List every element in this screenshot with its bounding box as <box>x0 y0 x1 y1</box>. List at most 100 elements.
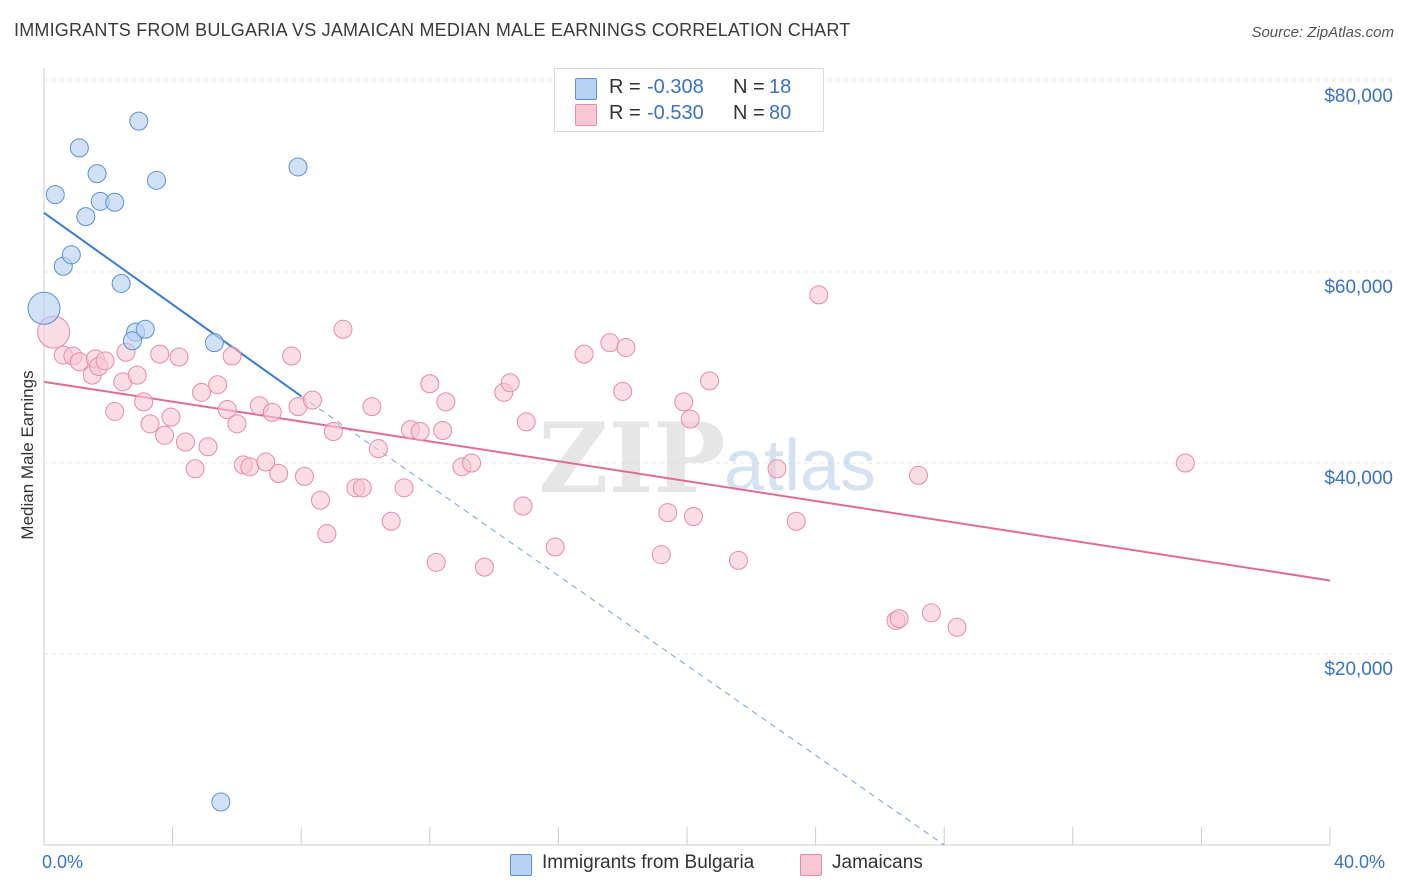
jamaicans-point <box>256 452 276 472</box>
jamaicans-point <box>651 545 671 565</box>
watermark: ZIP atlas <box>538 402 876 515</box>
y-axis-title: Median Male Earnings <box>18 370 37 540</box>
y-tick-label: $20,000 <box>1324 659 1393 680</box>
jamaicans-point <box>140 414 160 434</box>
jamaicans-point <box>161 407 181 427</box>
jamaicans-point <box>134 392 154 412</box>
jamaicans-point <box>889 609 909 629</box>
jamaicans-swatch <box>575 104 597 126</box>
jamaicans-point <box>683 506 703 526</box>
jamaicans-point <box>680 409 700 429</box>
jamaicans-point <box>908 465 928 485</box>
y-tick-label: $60,000 <box>1324 277 1393 298</box>
jamaicans-point <box>208 375 228 395</box>
bulgaria-point <box>76 207 96 227</box>
jamaicans-point <box>317 524 337 544</box>
jamaicans-point <box>516 412 536 432</box>
bulgaria-point <box>87 164 107 184</box>
axes <box>43 68 1331 846</box>
x-tick-label-max: 40.0% <box>1334 852 1386 872</box>
jamaicans-point <box>728 550 748 570</box>
x-tick-label-min: 0.0% <box>42 852 84 872</box>
y-tick-label: $40,000 <box>1324 468 1393 489</box>
bulgaria-point <box>135 319 155 339</box>
watermark-atlas: atlas <box>724 426 876 506</box>
jamaicans-point <box>155 425 175 445</box>
n-label: N = <box>733 102 765 124</box>
jamaicans-point <box>462 453 482 473</box>
bulgaria-swatch <box>510 854 532 876</box>
n-value: 80 <box>769 102 792 124</box>
jamaicans-point <box>420 374 440 394</box>
jamaicans-point <box>616 337 636 357</box>
bulgaria-point <box>211 792 231 812</box>
bulgaria-point <box>288 157 308 177</box>
jamaicans-point <box>169 347 189 367</box>
bulgaria-point <box>147 170 167 190</box>
jamaicans-point <box>222 346 242 366</box>
jamaicans-point <box>294 466 314 486</box>
n-label: N = <box>733 76 765 98</box>
jamaicans-point <box>921 603 941 623</box>
legend-label: Jamaicans <box>832 852 923 873</box>
bulgaria-trend-extension <box>300 395 945 846</box>
grid-lines <box>44 78 1392 655</box>
jamaicans-point <box>474 557 494 577</box>
bulgaria-point <box>27 291 61 325</box>
jamaicans-point <box>69 352 89 372</box>
jamaicans-point <box>426 552 446 572</box>
jamaicans-point <box>333 319 353 339</box>
jamaicans-point <box>1175 453 1195 473</box>
jamaicans-point <box>700 371 720 391</box>
jamaicans-point <box>127 365 147 385</box>
jamaicans-point <box>433 421 453 441</box>
legend-label: Immigrants from Bulgaria <box>542 852 755 873</box>
jamaicans-point <box>352 478 372 498</box>
jamaicans-point <box>185 459 205 479</box>
jamaicans-point <box>767 459 787 479</box>
chart-source: Source: ZipAtlas.com <box>1251 24 1394 41</box>
jamaicans-point <box>262 402 282 422</box>
bulgaria-points <box>27 111 308 812</box>
jamaicans-point <box>947 617 967 637</box>
jamaicans-point <box>613 381 633 401</box>
jamaicans-point <box>323 421 343 441</box>
jamaicans-swatch <box>800 854 822 876</box>
jamaicans-point <box>410 421 430 441</box>
bulgaria-point <box>111 273 131 293</box>
bulgaria-point <box>69 138 89 158</box>
jamaicans-point <box>368 439 388 459</box>
trend-lines <box>43 211 1331 846</box>
jamaicans-point <box>436 392 456 412</box>
bulgaria-point <box>122 331 142 351</box>
bulgaria-point <box>105 192 125 212</box>
n-value: 18 <box>769 76 792 98</box>
jamaicans-point <box>381 511 401 531</box>
jamaicans-point <box>574 344 594 364</box>
r-value: -0.530 <box>647 102 704 124</box>
jamaicans-point <box>809 285 829 305</box>
jamaicans-point <box>513 496 533 516</box>
jamaicans-point <box>302 390 322 410</box>
jamaicans-point <box>786 511 806 531</box>
jamaicans-point <box>500 373 520 393</box>
jamaicans-points <box>37 285 1195 637</box>
jamaicans-point <box>217 400 237 420</box>
bulgaria-point <box>45 185 65 205</box>
correlation-legend: R = -0.308 N = 18 R = -0.530 N = 80 <box>554 68 824 132</box>
jamaicans-point <box>240 457 260 477</box>
jamaicans-point <box>362 397 382 417</box>
r-label: R = <box>609 102 641 124</box>
bulgaria-point <box>129 111 149 131</box>
jamaicans-point <box>198 437 218 457</box>
jamaicans-point <box>227 414 247 434</box>
bulgaria-point <box>61 245 81 265</box>
jamaicans-point <box>192 382 212 402</box>
jamaicans-point <box>310 490 330 510</box>
jamaicans-point <box>95 351 115 371</box>
jamaicans-point <box>269 464 289 484</box>
jamaicans-point <box>545 537 565 557</box>
r-value: -0.308 <box>647 76 704 98</box>
jamaicans-point <box>175 432 195 452</box>
